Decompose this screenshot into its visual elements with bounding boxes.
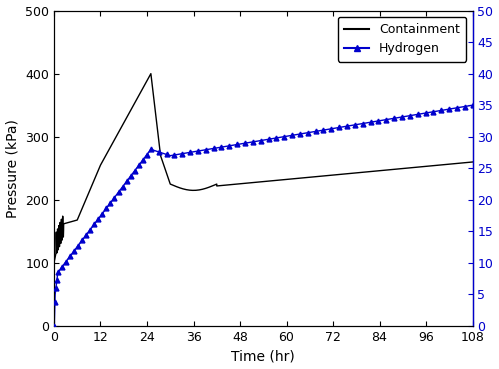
Legend: Containment, Hydrogen: Containment, Hydrogen [338,17,467,62]
Y-axis label: Pressure (kPa): Pressure (kPa) [5,119,19,218]
X-axis label: Time (hr): Time (hr) [232,349,295,363]
